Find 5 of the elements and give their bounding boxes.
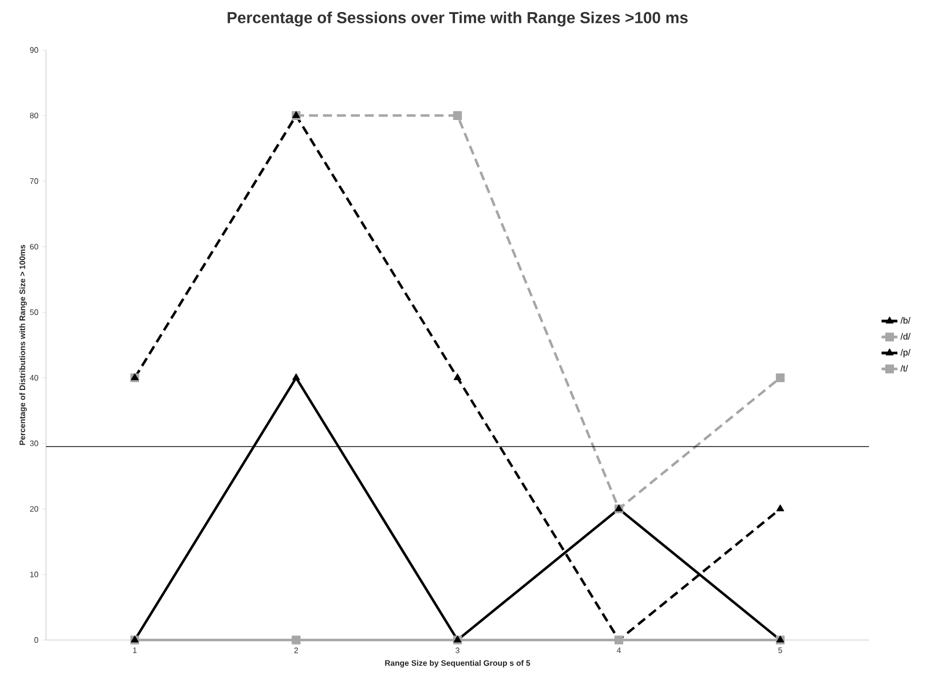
legend-label: /d/ [900, 333, 910, 340]
legend-label: /b/ [900, 317, 910, 324]
legend-label: /p/ [900, 348, 910, 358]
legend-label: /t/ [900, 364, 908, 372]
chart-title: Percentage of Sessions over Time with Range Sizes >100 ms [228, 12, 688, 26]
